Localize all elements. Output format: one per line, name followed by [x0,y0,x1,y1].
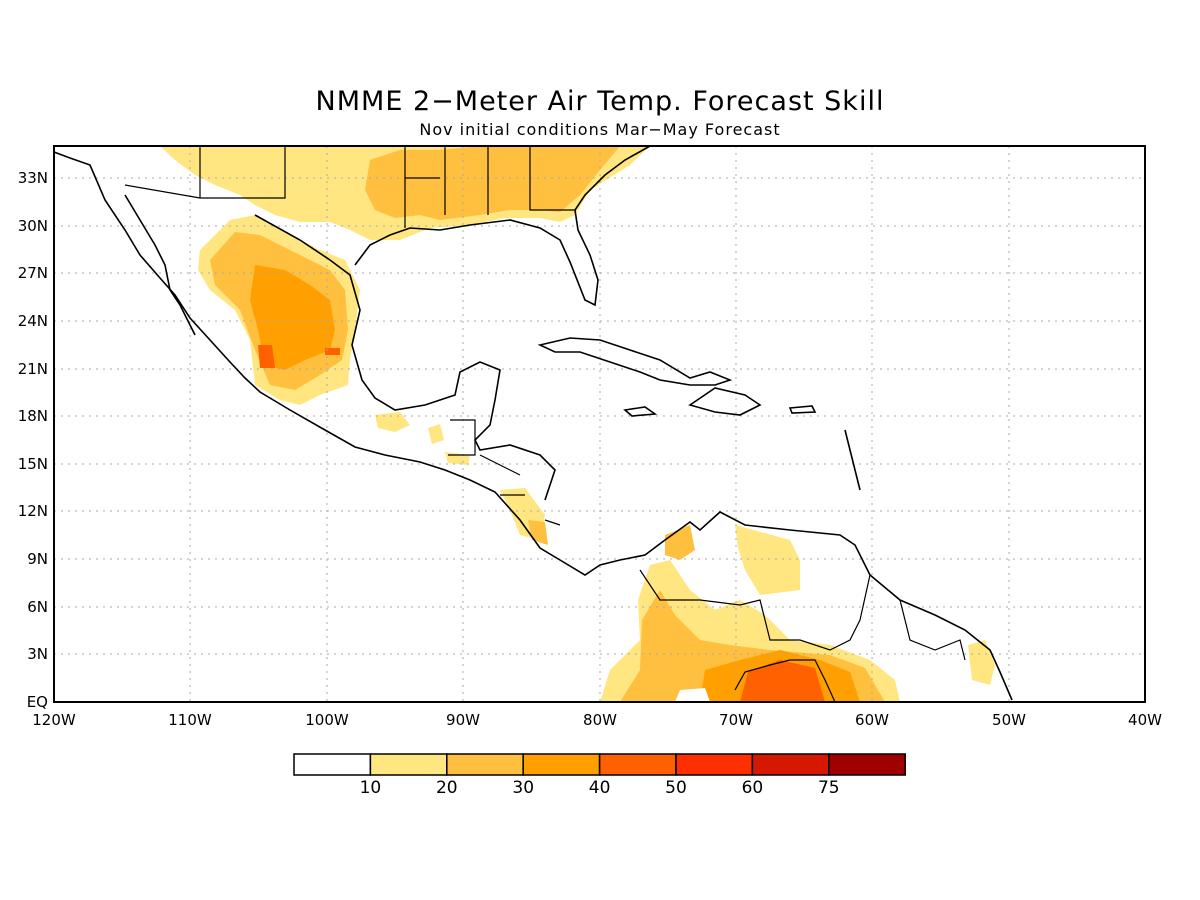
coast-baja [124,194,196,336]
colorbar-label: 40 [589,778,611,798]
colorbar-label: 30 [512,778,534,798]
skill-shading [160,146,995,702]
map-frame [53,145,1146,703]
colorbar-swatch [369,753,448,776]
colorbar-swatch [293,753,372,776]
lat-label: 33N [18,169,48,187]
border-south-america [639,569,966,702]
borders [124,146,966,702]
border-states [199,146,575,228]
lat-label: 15N [18,455,48,473]
lat-label: 24N [18,312,48,330]
colorbar-swatch [446,753,524,776]
skill-area-venezuela [735,525,800,595]
coastlines [54,146,1013,701]
lon-label: 120W [32,711,76,729]
coast-hispaniola [688,387,762,416]
coast-puerto-rico [788,405,817,414]
skill-area-guyana [968,640,995,685]
colorbar-label: 75 [818,778,840,798]
lon-label: 70W [719,711,753,729]
colorbar-swatch [598,753,677,776]
border-us-mexico [124,146,286,199]
skill-area-us-southeast-mid [365,146,620,220]
latitude-labels: 33N 30N 27N 24N 21N 18N 15N 12N 9N 6N 3N EQ [18,169,48,711]
colorbar: 10 20 30 40 50 60 75 [293,753,906,798]
colorbar-label: 20 [436,778,458,798]
skill-area-mexico-peak2 [325,348,340,355]
map-title: NMME 2−Meter Air Temp. Forecast Skill [315,86,885,117]
skill-area-mexico-high [250,265,335,370]
lon-label: 80W [583,711,617,729]
lat-label: 30N [18,217,48,235]
skill-area-mexico-peak [258,345,275,368]
colorbar-swatch [828,753,906,776]
lon-label: 90W [446,711,480,729]
lon-label: 110W [168,711,212,729]
lat-label: 3N [27,645,48,663]
coast-cuba [537,337,733,386]
colorbar-label: 50 [665,778,687,798]
lat-label: 21N [18,360,48,378]
skill-area-sa-peak [740,660,825,702]
skill-area-colombia-n [665,525,695,560]
coast-us-gulf [354,146,651,307]
colorbar-label: 60 [742,778,764,798]
coast-lesser-antilles [844,429,861,491]
lat-label: 9N [27,550,48,568]
coast-jamaica [623,406,658,417]
lon-label: 60W [855,711,889,729]
lat-label: 27N [18,264,48,282]
lon-label: 100W [305,711,349,729]
colorbar-swatch [751,753,830,776]
lat-label: EQ [27,693,48,711]
lon-label: 50W [992,711,1026,729]
longitude-labels: 120W 110W 100W 90W 80W 70W 60W 50W 40W [32,711,1162,729]
lon-label: 40W [1128,711,1162,729]
skill-area-ca-1 [375,412,410,432]
coast-north-america [54,151,1013,701]
gridlines [54,146,1145,702]
lat-label: 18N [18,407,48,425]
skill-area-ca-3 [445,452,470,465]
lat-label: 12N [18,502,48,520]
coast-gulf [254,214,556,501]
colorbar-swatch [522,753,601,776]
colorbar-label: 10 [360,778,382,798]
skill-area-sa-hole [675,688,710,702]
skill-area-ca-6 [220,155,240,170]
map-subtitle: Nov initial conditions Mar−May Forecast [419,120,781,139]
skill-area-ca-5 [528,520,548,545]
border-central-america [448,419,561,526]
lat-label: 6N [27,598,48,616]
colorbar-swatch [675,753,754,776]
skill-area-ca-2 [428,424,444,444]
